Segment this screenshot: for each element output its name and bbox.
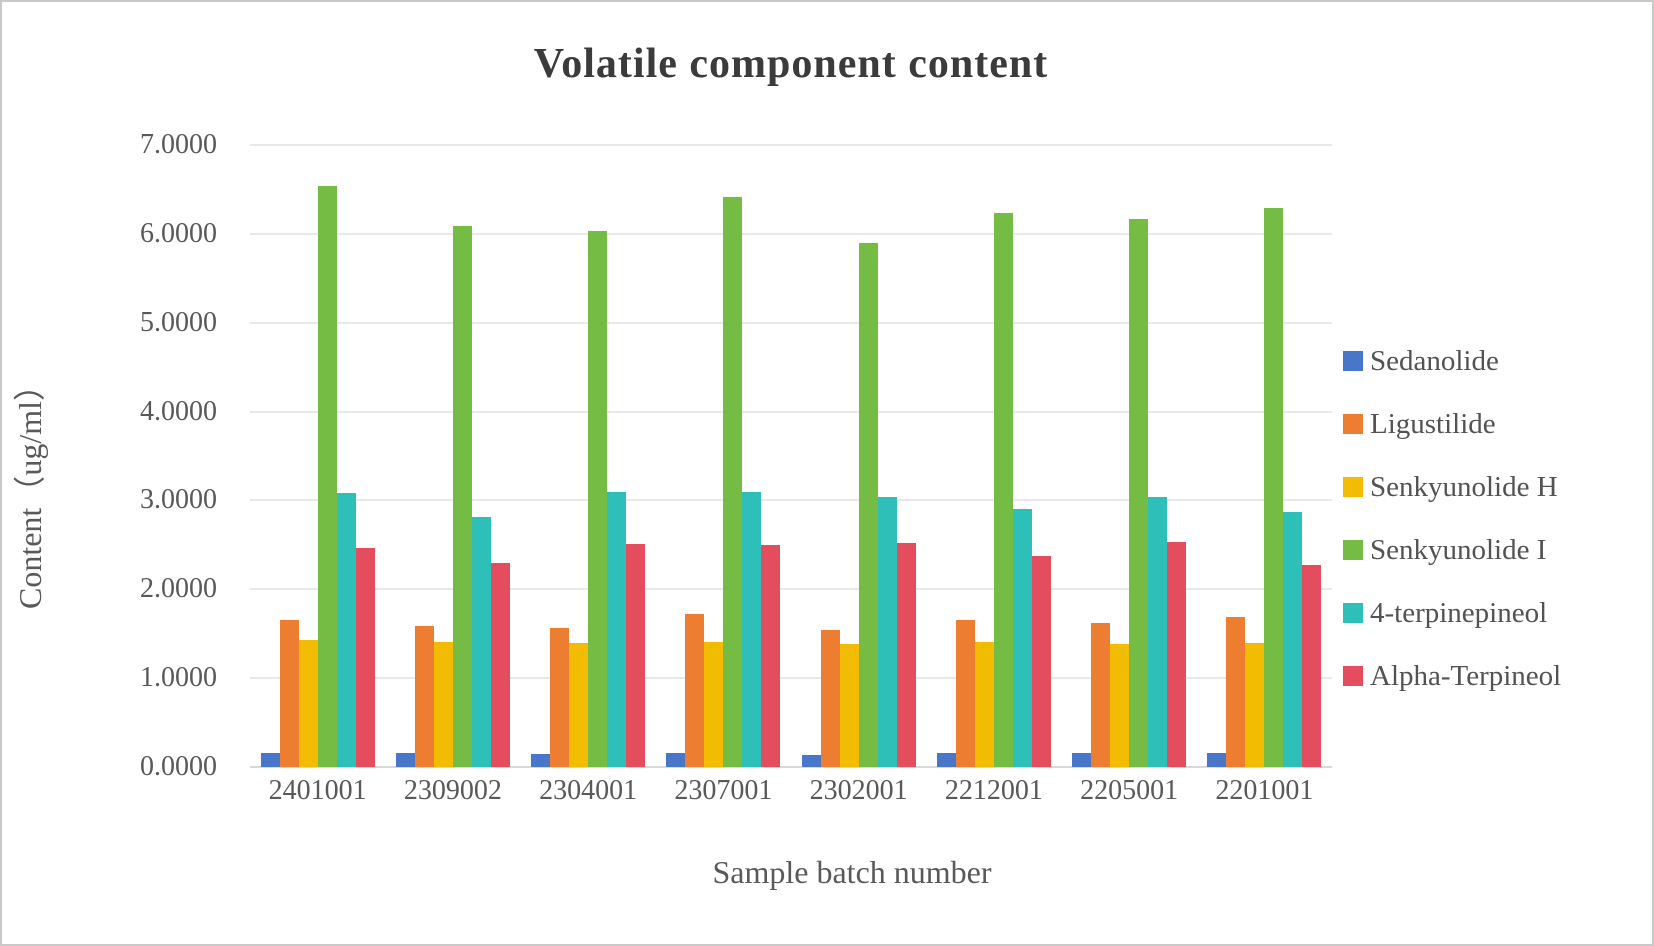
gridline [250,588,1332,591]
bar-senkyunolide-h-2302001 [839,644,859,767]
bar-sedanolide-2307001 [666,752,686,767]
gridline [250,410,1332,413]
legend-item-sedanolide: Sedanolide [1343,344,1561,377]
x-tick-label: 2205001 [1080,775,1179,806]
x-tick-label: 2307001 [674,775,773,806]
bar-ligustilide-2304001 [550,627,570,767]
bar-sedanolide-2302001 [801,754,821,767]
bar-4-terpinepineol-2304001 [607,491,627,767]
y-tick-label: 2.0000 [140,573,217,605]
legend-item-ligustilide: Ligustilide [1343,407,1561,440]
bar-4-terpinepineol-2302001 [877,496,897,767]
bar-senkyunolide-h-2201001 [1245,642,1265,767]
y-tick-label: 4.0000 [140,395,217,427]
x-tick-label: 2212001 [944,775,1043,806]
bar-alpha-terpineol-2212001 [1031,555,1051,767]
bar-senkyunolide-h-2309002 [433,641,453,767]
bar-senkyunolide-i-2212001 [993,213,1013,767]
y-tick-label: 1.0000 [140,662,217,694]
legend-label: 4-terpinepineol [1370,596,1548,629]
bar-senkyunolide-i-2304001 [588,231,608,767]
y-axis-title: Content（ug/ml） [12,369,48,610]
bar-alpha-terpineol-2401001 [355,548,375,767]
legend-label: Senkyunolide H [1370,470,1558,503]
bar-alpha-terpineol-2205001 [1167,542,1187,767]
x-axis-line [250,766,1332,768]
bar-4-terpinepineol-2309002 [471,517,491,767]
legend-swatch-icon [1343,414,1363,434]
bar-sedanolide-2304001 [531,753,551,767]
bar-sedanolide-2401001 [260,752,280,767]
bar-senkyunolide-h-2307001 [704,641,724,767]
legend-swatch-icon [1343,540,1363,560]
legend-label: Sedanolide [1370,344,1499,377]
y-tick-label: 5.0000 [140,306,217,338]
x-tick-label: 2201001 [1215,775,1314,806]
bar-ligustilide-2307001 [685,614,705,767]
bar-alpha-terpineol-2201001 [1302,565,1322,767]
gridline [250,144,1332,146]
legend-swatch-icon [1343,666,1363,686]
bar-4-terpinepineol-2205001 [1148,496,1168,767]
x-tick-label: 2309002 [403,775,502,806]
bar-senkyunolide-h-2304001 [569,642,589,767]
x-tick-label: 2302001 [809,775,908,806]
bar-senkyunolide-i-2302001 [858,242,878,767]
bar-senkyunolide-h-2212001 [974,641,994,767]
bar-alpha-terpineol-2302001 [896,543,916,767]
bar-senkyunolide-h-2205001 [1110,644,1130,767]
gridline [250,321,1332,324]
legend-swatch-icon [1343,477,1363,497]
legend-swatch-icon [1343,351,1363,371]
gridline [250,499,1332,502]
y-tick-label: 0.0000 [140,751,217,782]
bar-ligustilide-2309002 [414,625,434,767]
bar-ligustilide-2201001 [1226,616,1246,767]
legend-item-alpha-terpineol: Alpha-Terpineol [1343,659,1562,692]
chart-title: Volatile component content [533,41,1049,87]
bar-4-terpinepineol-2201001 [1283,511,1303,767]
gridline [250,232,1332,235]
bar-senkyunolide-h-2401001 [298,639,318,767]
legend-label: Alpha-Terpineol [1370,659,1562,692]
bar-sedanolide-2309002 [395,752,415,767]
bar-senkyunolide-i-2201001 [1264,208,1284,767]
y-tick-label: 7.0000 [140,129,217,160]
y-tick-label: 6.0000 [140,217,217,249]
gridline [250,677,1332,680]
bar-ligustilide-2212001 [955,619,975,767]
x-tick-label: 2401001 [268,775,367,806]
bar-ligustilide-2205001 [1091,623,1111,767]
x-tick-label: 2304001 [539,775,638,806]
bar-senkyunolide-i-2309002 [452,225,472,767]
legend-label: Senkyunolide I [1370,533,1547,566]
bar-sedanolide-2205001 [1072,752,1092,767]
bar-ligustilide-2401001 [279,619,299,767]
y-tick-label: 3.0000 [140,484,217,516]
bar-senkyunolide-i-2307001 [723,197,743,767]
legend-swatch-icon [1343,603,1363,623]
bar-alpha-terpineol-2309002 [490,562,510,767]
bar-4-terpinepineol-2401001 [336,493,356,767]
legend-item-senkyunolide-h: Senkyunolide H [1343,470,1561,503]
bar-senkyunolide-i-2401001 [317,185,337,767]
bar-senkyunolide-i-2205001 [1129,218,1149,767]
bar-alpha-terpineol-2307001 [761,544,781,767]
bar-sedanolide-2201001 [1207,752,1227,767]
bar-4-terpinepineol-2307001 [742,492,762,767]
plot-area [250,144,1332,768]
bar-4-terpinepineol-2212001 [1012,509,1032,767]
legend-label: Ligustilide [1370,407,1496,440]
legend-item-senkyunolide-i: Senkyunolide I [1343,533,1561,566]
legend: Sedanolide Ligustilide Senkyunolide H Senky… [1343,344,1562,692]
legend-item-4-terpinepineol: 4-terpinepineol [1343,596,1561,629]
bar-sedanolide-2212001 [936,752,956,767]
bar-alpha-terpineol-2304001 [626,543,646,767]
bar-ligustilide-2302001 [820,630,840,767]
x-axis-title: Sample batch number [712,854,992,890]
